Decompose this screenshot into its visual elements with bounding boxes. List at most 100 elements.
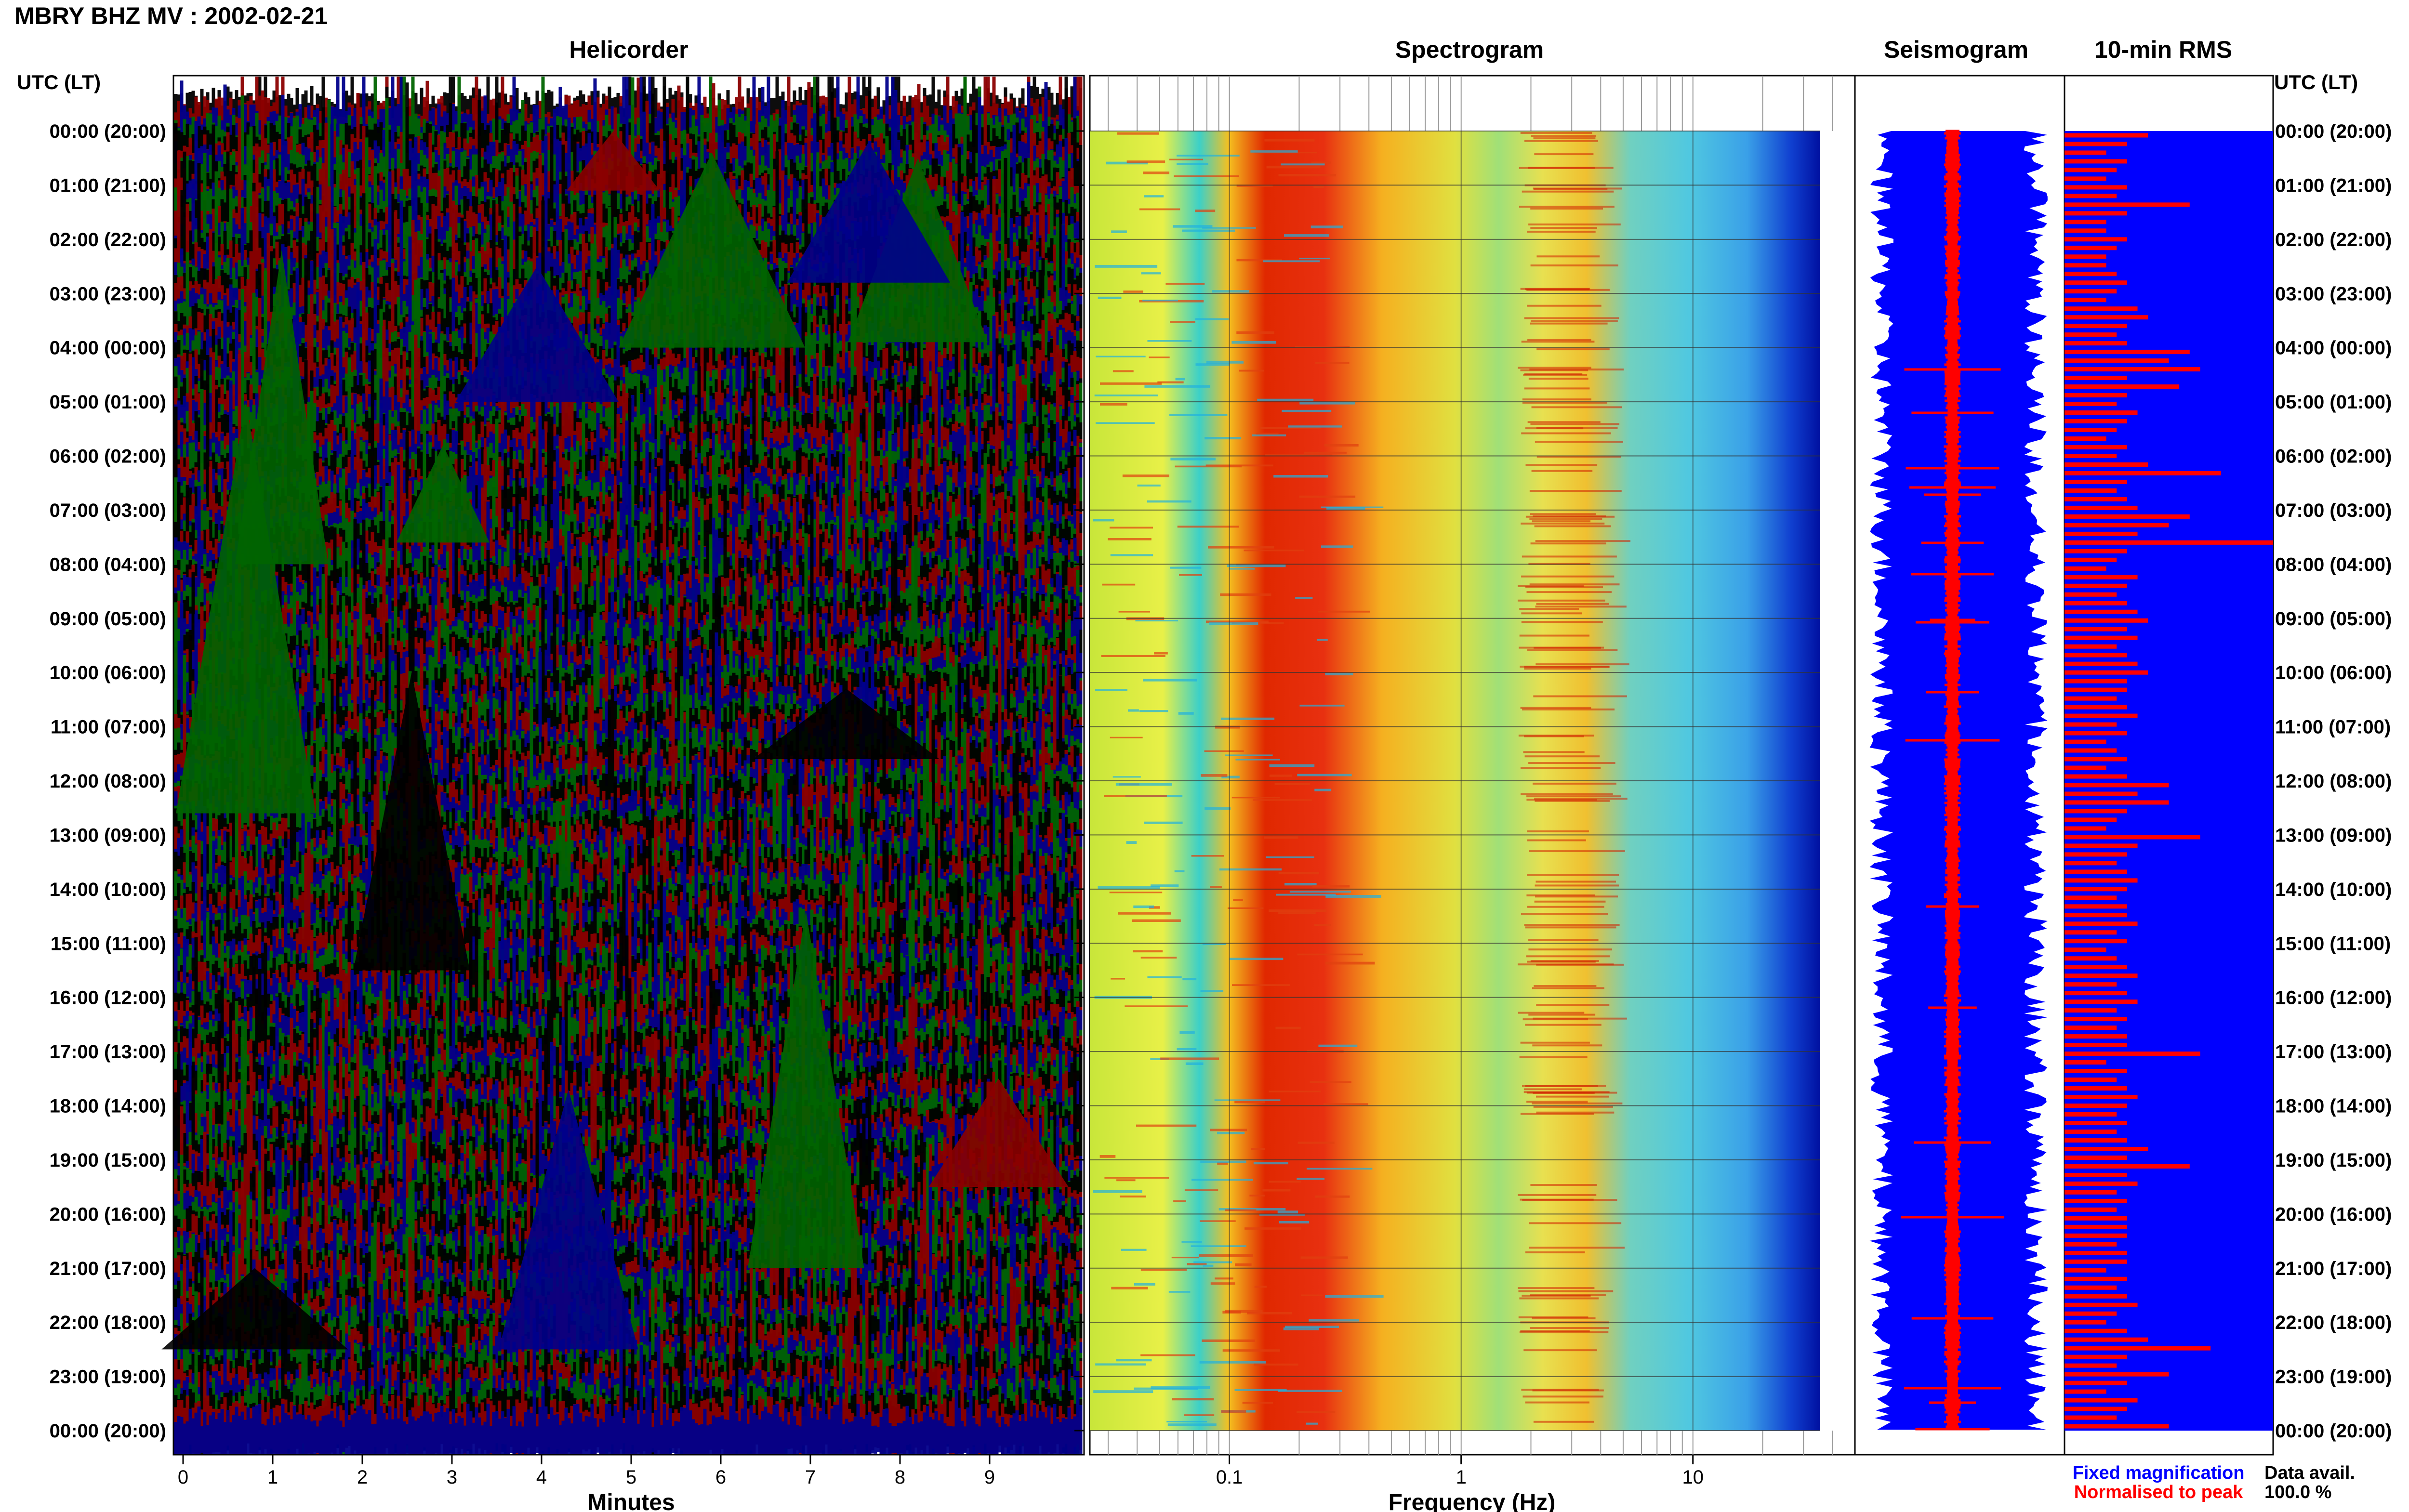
rms-bar xyxy=(2065,965,2127,970)
spectrogram-streak xyxy=(1168,1291,1191,1293)
spectrogram-streak xyxy=(1235,1263,1252,1266)
spectrogram-streak xyxy=(1519,608,1579,610)
time-axis-label-left: UTC (LT) xyxy=(17,71,101,93)
spectrogram-streak xyxy=(1529,583,1620,586)
spectrogram-streak xyxy=(1233,899,1243,901)
spectrogram-streak xyxy=(1202,1339,1256,1342)
spectrogram-streak xyxy=(1536,1095,1609,1098)
spectrogram-streak xyxy=(1533,782,1616,785)
helicorder-panel xyxy=(161,75,1085,1456)
spectrogram-streak xyxy=(1178,712,1194,715)
helicorder-event xyxy=(747,910,864,1268)
spectrogram-streak xyxy=(1530,1327,1609,1329)
minutes-tick-label: 2 xyxy=(357,1467,368,1488)
rms-bar xyxy=(2065,1052,2200,1056)
spectrogram-streak xyxy=(1522,555,1617,558)
rms-bar xyxy=(2065,1078,2117,1082)
rms-bar xyxy=(2065,1129,2117,1134)
spectrogram-streak xyxy=(1133,905,1154,908)
spectrogram-streak xyxy=(1264,836,1298,839)
spectrogram-streak xyxy=(1317,639,1328,641)
rms-bar xyxy=(2065,1363,2117,1368)
rms-bar xyxy=(2065,1311,2117,1316)
rms-bar xyxy=(2065,843,2138,848)
spectrogram-streak xyxy=(1521,913,1608,915)
time-tick-right: 13:00 (09:00) xyxy=(2275,825,2392,846)
minutes-tick-label: 3 xyxy=(447,1467,457,1488)
spectrogram-streak xyxy=(1139,208,1180,210)
spectrogram-streak xyxy=(1236,184,1273,187)
spectrogram-streak xyxy=(1301,1294,1323,1296)
helicorder-event xyxy=(567,131,660,191)
spectrogram-streak xyxy=(1526,1091,1617,1094)
spectrogram-streak xyxy=(1262,1189,1291,1192)
time-tick-right: 00:00 (20:00) xyxy=(2275,1420,2392,1442)
spectrogram-streak xyxy=(1528,948,1613,951)
spectrogram-streak xyxy=(1179,574,1202,576)
time-tick-left: 20:00 (16:00) xyxy=(50,1204,166,1225)
spectrogram-streak xyxy=(1518,1194,1597,1196)
rms-bar xyxy=(2065,1190,2117,1195)
spectrogram-streak xyxy=(1231,797,1280,799)
spectrogram-streak xyxy=(1523,751,1585,753)
spectrogram-streak xyxy=(1099,403,1127,406)
spectrogram-streak xyxy=(1275,1026,1301,1029)
spectrogram-streak xyxy=(1220,593,1271,596)
rms-panel xyxy=(2064,75,2274,1456)
rms-bar xyxy=(2065,661,2138,666)
spectrogram-streak xyxy=(1315,362,1350,364)
spectrogram-streak xyxy=(1229,958,1284,960)
spectrogram-streak xyxy=(1524,373,1583,375)
time-tick-left: 15:00 (11:00) xyxy=(51,933,166,954)
spectrogram-streak xyxy=(1093,519,1114,522)
spectrogram-streak xyxy=(1299,704,1345,707)
spectrogram-streak xyxy=(1254,1286,1267,1288)
spectrogram-streak xyxy=(1225,1209,1257,1211)
time-tick-right: 03:00 (23:00) xyxy=(2275,283,2392,304)
rms-bar xyxy=(2065,731,2127,736)
spectrogram-streak xyxy=(1140,1354,1195,1356)
time-tick-right: 11:00 (07:00) xyxy=(2275,717,2391,738)
spectrogram-streak xyxy=(1535,884,1619,887)
rms-bar xyxy=(2065,1242,2117,1247)
spectrogram-streak xyxy=(1525,1024,1602,1026)
rms-bar xyxy=(2065,168,2117,172)
spectrogram-streak xyxy=(1200,1220,1236,1222)
spectrogram-streak xyxy=(1536,963,1624,966)
rms-bar xyxy=(2065,887,2127,892)
spectrogram-streak xyxy=(1231,984,1290,986)
spectrogram-streak xyxy=(1214,1099,1281,1101)
rms-bar xyxy=(2065,246,2117,250)
spectrogram-streak xyxy=(1154,652,1168,655)
time-tick-left: 22:00 (18:00) xyxy=(50,1312,166,1333)
rms-bar xyxy=(2065,1224,2127,1229)
spectrogram-streak xyxy=(1536,255,1600,258)
spectrogram-streak xyxy=(1518,367,1591,369)
rms-bar xyxy=(2065,393,2127,398)
spectrogram-streak xyxy=(1518,1316,1588,1318)
spectrogram-streak xyxy=(1284,1326,1339,1328)
legend-normalised-to-peak: Normalised to peak xyxy=(2074,1482,2243,1502)
minutes-tick-label: 8 xyxy=(895,1467,905,1488)
time-axis: 00:00 (20:00) 00:00 (20:00) 01:00 (21:00) 0… xyxy=(50,121,2392,1442)
rms-bar xyxy=(2065,939,2127,944)
spectrogram-streak xyxy=(1518,599,1605,602)
rms-bar xyxy=(2065,540,2273,545)
time-tick-right: 22:00 (18:00) xyxy=(2275,1312,2392,1333)
spectrogram-streak xyxy=(1521,1389,1599,1391)
spectrogram-streak xyxy=(1535,800,1610,802)
spectrogram-streak xyxy=(1095,264,1158,268)
spectrogram-streak xyxy=(1263,260,1320,263)
spectrogram-streak xyxy=(1520,1330,1590,1332)
spectrogram-streak xyxy=(1530,513,1596,515)
spectrogram-streak xyxy=(1295,597,1313,599)
spectrogram-streak xyxy=(1269,909,1327,912)
spectrogram-streak xyxy=(1205,620,1269,623)
time-tick-right: 14:00 (10:00) xyxy=(2275,879,2392,900)
spectrogram-streak xyxy=(1519,1297,1599,1300)
spectrogram-streak xyxy=(1528,939,1599,941)
spectrogram-streak xyxy=(1109,892,1163,894)
spectrogram-streak xyxy=(1529,490,1622,492)
time-tick-right: 12:00 (08:00) xyxy=(2275,771,2392,792)
spectrogram-streak xyxy=(1520,665,1610,668)
